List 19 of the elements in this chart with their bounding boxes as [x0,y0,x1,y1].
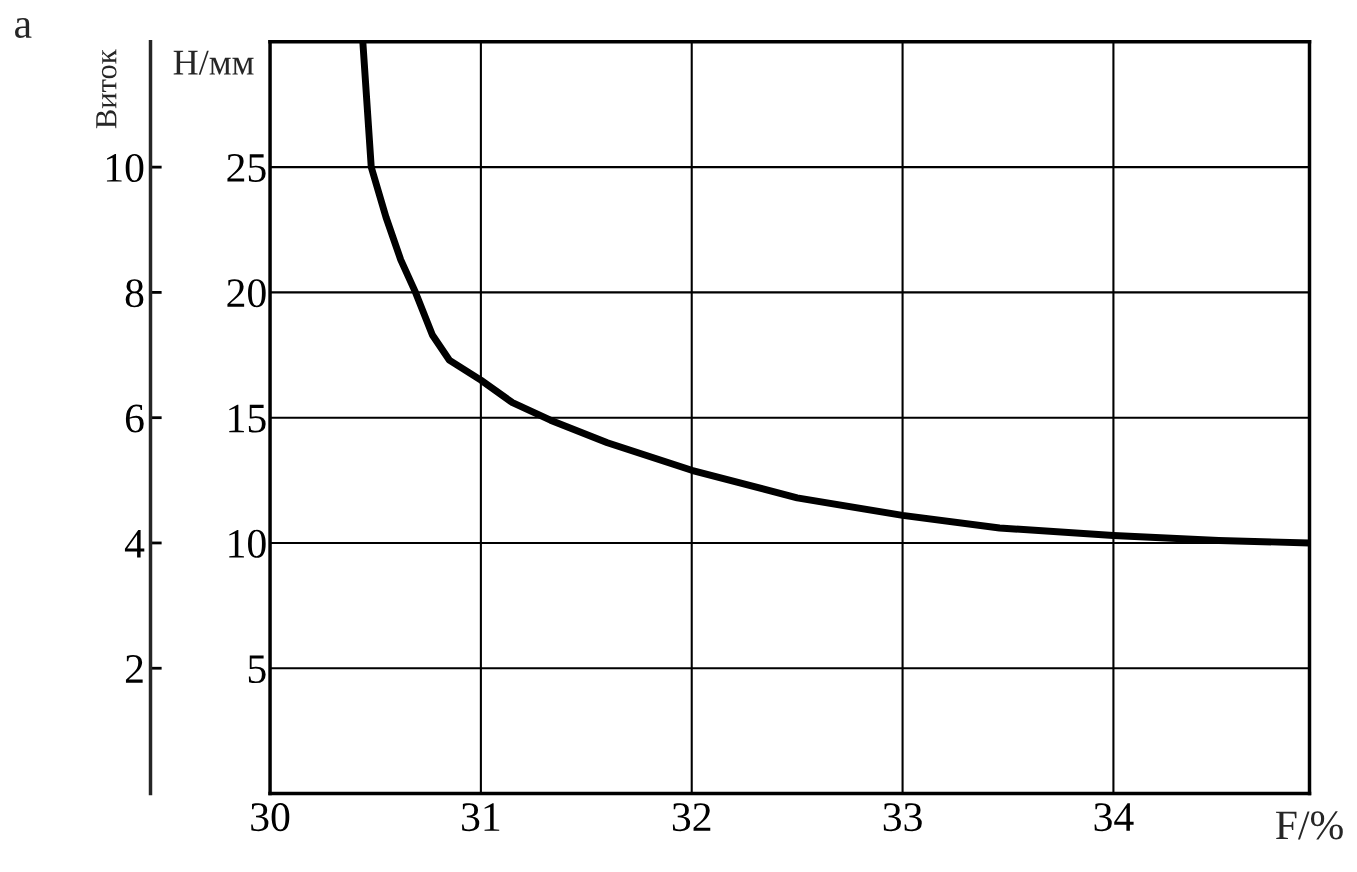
y2-tick-label: 2 [125,655,143,683]
y2-axis-title: Виток [96,49,117,129]
x-tick-label: 32 [672,803,711,832]
y-tick-label: 15 [229,404,266,433]
y-tick-label: 20 [227,279,266,308]
y2-tick-label: 6 [125,404,144,433]
y-tick-label: 5 [248,655,266,684]
text: a [15,18,32,39]
x-tick-label: 34 [1094,803,1134,832]
y2-tick-label: 8 [125,279,144,308]
y-axis-title: H/мм [173,50,254,75]
x-axis-title: F/% [1275,811,1343,840]
y2-tick-label: 10 [106,153,144,182]
x-tick-label: 31 [462,803,500,832]
x-tick-label: 33 [883,803,922,832]
y-tick-label: 25 [227,154,266,182]
y2-tick-label: 4 [124,529,145,558]
x-tick-label: 30 [251,803,290,832]
y-tick-label: 10 [229,529,266,558]
